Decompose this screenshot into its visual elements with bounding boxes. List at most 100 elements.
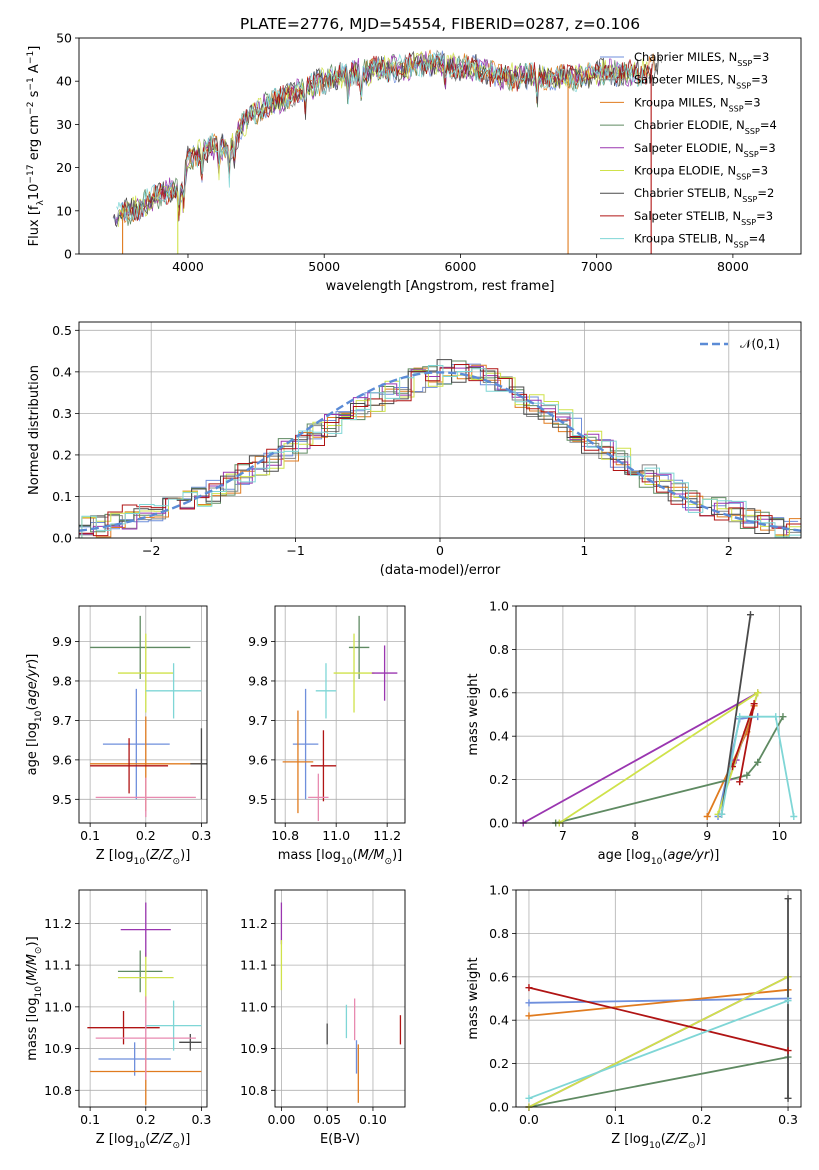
legend-label: Salpeter STELIB, NSSP=3 bbox=[634, 209, 773, 227]
y-tick-label: 0.1 bbox=[52, 489, 72, 504]
y-tick-label: 9.9 bbox=[52, 634, 72, 649]
y-tick-label: 9.9 bbox=[248, 634, 268, 649]
x-tick-label: 6000 bbox=[445, 259, 477, 274]
axes-frame bbox=[78, 889, 208, 1108]
weight-series bbox=[528, 975, 789, 1107]
weight-series bbox=[528, 986, 789, 1052]
weight-marker bbox=[525, 999, 533, 1007]
legend-label: Kroupa ELODIE, NSSP=3 bbox=[634, 164, 768, 182]
y-tick-label: 10.8 bbox=[240, 1083, 268, 1098]
x-tick-label: 7 bbox=[559, 828, 567, 843]
y-tick-label: 10.9 bbox=[44, 1041, 72, 1056]
spectrum-series bbox=[119, 49, 655, 224]
x-tick-label: 0.0 bbox=[519, 1112, 539, 1127]
y-tick-label: 0.2 bbox=[52, 447, 72, 462]
x-axis-label: Z [log10(Z/Z⊙)] bbox=[96, 1132, 191, 1151]
weight-marker bbox=[525, 1094, 533, 1102]
y-axis-label: mass weight bbox=[466, 957, 481, 1039]
legend-label: Chabrier STELIB, NSSP=2 bbox=[634, 186, 774, 204]
weight-series bbox=[720, 614, 752, 815]
axes-frame bbox=[78, 37, 802, 255]
x-axis-label: wavelength [Angstrom, rest frame] bbox=[326, 279, 555, 294]
axes-frame bbox=[515, 889, 802, 1108]
y-axis-label: age [log10(age/yr)] bbox=[25, 654, 44, 776]
weight-marker bbox=[754, 689, 762, 697]
weight-marker bbox=[784, 997, 792, 1005]
x-tick-label: 0.2 bbox=[692, 1112, 712, 1127]
weight-marker bbox=[754, 758, 762, 766]
weight-series bbox=[558, 690, 760, 823]
panel-mass_vs_Z: 0.1 0.2 0.3 10.8 10.9 11.0 11.1 11.2 Z [log10(Z/… bbox=[25, 889, 211, 1151]
panel-age_vs_Z: 0.1 0.2 0.3 9.5 9.6 9.7 9.8 9.9 Z [log10(Z/Z⊙)] a… bbox=[25, 605, 211, 867]
y-tick-label: 0.6 bbox=[489, 969, 509, 984]
x-axis-label: mass [log10(M/M⊙)] bbox=[278, 848, 402, 867]
weight-marker bbox=[743, 771, 751, 779]
x-tick-label: 0.3 bbox=[191, 828, 211, 843]
y-tick-label: 9.6 bbox=[248, 752, 268, 767]
panel-spectrum: 4000 5000 6000 7000 8000 0 10 20 30 40 50 Chabrier … bbox=[26, 31, 802, 294]
x-tick-label: 0.1 bbox=[605, 1112, 625, 1127]
y-tick-label: 9.5 bbox=[52, 792, 72, 807]
panel-age_vs_mass: 10.8 11.0 11.2 9.5 9.6 9.7 9.8 9.9 mass [log10(M… bbox=[248, 605, 406, 867]
weight-marker bbox=[736, 713, 744, 721]
weight-marker bbox=[525, 1012, 533, 1020]
x-tick-label: 8 bbox=[631, 828, 639, 843]
axes-frame bbox=[274, 889, 406, 1108]
figure-title: PLATE=2776, MJD=54554, FIBERID=0287, z=0… bbox=[240, 15, 640, 33]
y-tick-label: 0.4 bbox=[489, 729, 509, 744]
axes-frame bbox=[78, 605, 208, 824]
panel-residuals: −2 −1 0 1 2 0.0 0.1 0.2 0.3 0.4 0.5 𝒩(0,1) (data-mod… bbox=[27, 321, 802, 578]
y-tick-label: 0.2 bbox=[489, 1056, 509, 1071]
weight-series bbox=[528, 999, 789, 1100]
y-tick-label: 0.0 bbox=[489, 1100, 509, 1115]
x-tick-label: 0.00 bbox=[267, 1112, 295, 1127]
y-axis-label: mass weight bbox=[466, 673, 481, 755]
spectrum-series bbox=[116, 51, 645, 221]
y-tick-label: 11.1 bbox=[44, 958, 72, 973]
panel-mass_vs_EBV: 0.00 0.05 0.10 10.8 10.9 11.0 11.1 11.2 E(B-V) bbox=[240, 889, 406, 1147]
x-tick-label: 0.2 bbox=[136, 828, 156, 843]
x-tick-label: 7000 bbox=[581, 259, 613, 274]
weight-marker bbox=[772, 713, 780, 721]
y-tick-label: 0.8 bbox=[489, 642, 509, 657]
x-tick-label: 4000 bbox=[172, 259, 204, 274]
y-tick-label: 50 bbox=[56, 31, 72, 46]
x-axis-label: E(B-V) bbox=[320, 1132, 360, 1147]
weight-series bbox=[528, 988, 789, 1017]
y-tick-label: 9.5 bbox=[248, 792, 268, 807]
y-tick-label: 9.8 bbox=[52, 673, 72, 688]
x-tick-label: 0.2 bbox=[136, 1112, 156, 1127]
x-tick-label: 11.2 bbox=[373, 828, 401, 843]
y-tick-label: 0.4 bbox=[52, 364, 72, 379]
x-tick-label: 0.10 bbox=[359, 1112, 387, 1127]
panel-weight_vs_age: 7 8 9 10 0.0 0.2 0.4 0.6 0.8 1.0 age [log10(age/yr… bbox=[466, 599, 802, 867]
x-tick-label: 0.1 bbox=[80, 1112, 100, 1127]
x-tick-label: 1 bbox=[580, 543, 588, 558]
y-tick-label: 1.0 bbox=[489, 599, 509, 614]
y-tick-label: 0.0 bbox=[52, 531, 72, 546]
weight-marker bbox=[779, 713, 787, 721]
x-tick-label: 0.3 bbox=[778, 1112, 798, 1127]
y-tick-label: 9.8 bbox=[248, 673, 268, 688]
legend-label: Kroupa STELIB, NSSP=4 bbox=[634, 232, 766, 250]
weight-marker bbox=[525, 984, 533, 992]
y-tick-label: 30 bbox=[56, 117, 72, 132]
y-tick-label: 10.9 bbox=[240, 1041, 268, 1056]
legend-label: Chabrier ELODIE, NSSP=4 bbox=[634, 118, 777, 136]
y-tick-label: 11.2 bbox=[240, 916, 268, 931]
y-tick-label: 40 bbox=[56, 74, 72, 89]
legend-label: 𝒩(0,1) bbox=[740, 337, 780, 351]
weight-series bbox=[555, 716, 784, 823]
y-tick-label: 10.8 bbox=[44, 1083, 72, 1098]
x-tick-label: 0.3 bbox=[191, 1112, 211, 1127]
weight-series bbox=[720, 715, 795, 817]
y-tick-label: 9.6 bbox=[52, 752, 72, 767]
x-tick-label: 5000 bbox=[308, 259, 340, 274]
x-tick-label: 11.0 bbox=[322, 828, 350, 843]
axes-frame bbox=[78, 321, 802, 539]
x-axis-label: age [log10(age/yr)] bbox=[598, 848, 720, 867]
y-tick-label: 0 bbox=[64, 247, 72, 262]
y-tick-label: 11.0 bbox=[240, 999, 268, 1014]
weight-marker bbox=[718, 810, 726, 818]
